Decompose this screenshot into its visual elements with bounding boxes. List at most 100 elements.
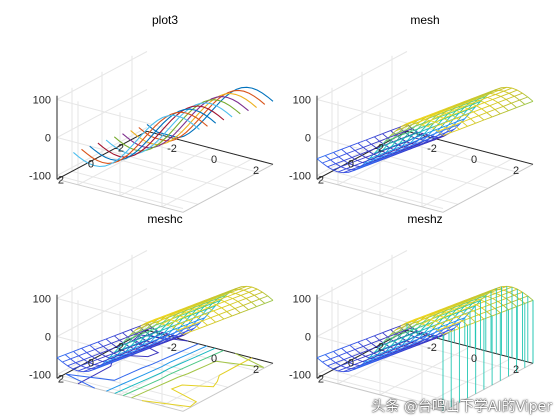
mesh-edge (167, 337, 176, 342)
contour-line (65, 343, 199, 389)
mesh-edge (484, 99, 493, 104)
mesh-edge (200, 298, 209, 303)
mesh-edge (157, 315, 166, 320)
mesh-edge (343, 157, 353, 162)
mesh-edge (379, 339, 386, 345)
mesh-edge (325, 350, 334, 356)
mesh-edge (215, 318, 225, 323)
mesh-edge (162, 316, 169, 323)
mesh-edge (365, 352, 374, 357)
contour-line (141, 357, 253, 408)
grid-line (331, 369, 459, 404)
mesh-edge (403, 131, 410, 136)
mesh-edge (498, 285, 507, 290)
mesh-edge (374, 332, 383, 337)
mesh-edge (436, 318, 443, 325)
mesh-edge (465, 99, 475, 104)
mesh-edge (517, 89, 523, 94)
mesh-edge (184, 304, 193, 309)
mesh-edge (195, 306, 205, 311)
mesh-edge (476, 105, 482, 110)
mesh-edge (156, 318, 166, 324)
mesh-edge (180, 319, 190, 324)
mesh-edge (424, 313, 434, 319)
mesh-edge (379, 140, 386, 146)
mesh-edge (386, 348, 396, 353)
mesh-edge (56, 354, 66, 359)
mesh-edge (395, 127, 405, 132)
mesh-edge (65, 350, 74, 356)
mesh-edge (456, 118, 465, 123)
mesh-edge (430, 120, 436, 123)
mesh-edge (121, 346, 131, 351)
mesh-edge (97, 355, 106, 360)
mesh-edge (114, 332, 123, 337)
mesh-edge (500, 110, 509, 115)
mesh-edge (206, 305, 216, 310)
mesh-edge (437, 131, 447, 136)
mesh-edge (508, 288, 518, 293)
mesh-edge (441, 306, 451, 311)
mesh-edge (189, 304, 198, 309)
mesh-edge (340, 362, 350, 367)
mesh-edge (91, 365, 100, 370)
mesh-edge (381, 150, 388, 154)
mesh-edge (222, 292, 231, 297)
mesh-edge (127, 333, 137, 338)
mesh-edge (416, 341, 425, 346)
mesh-edge (482, 292, 491, 297)
mesh-edge (322, 162, 328, 168)
mesh-edge (500, 92, 510, 97)
mesh-edge (226, 311, 233, 317)
mesh-edge (229, 304, 236, 309)
mesh-edge (500, 291, 510, 296)
mesh-edge (468, 96, 478, 101)
mesh-edge (267, 295, 274, 301)
mesh-edge (378, 351, 388, 356)
mesh-edge (123, 353, 132, 358)
mesh-edge (454, 106, 464, 111)
mesh-edge (503, 90, 510, 94)
mesh-edge (340, 365, 347, 369)
mesh-edge (449, 303, 459, 308)
mesh-edge (516, 103, 525, 109)
mesh-edge (422, 117, 429, 124)
mesh-edge (111, 342, 117, 348)
mesh-edge (389, 343, 399, 348)
mesh-edge (461, 102, 470, 107)
mesh-edge (464, 114, 471, 120)
mesh-edge (360, 349, 369, 354)
mesh-edge (505, 99, 512, 104)
mesh-edge (447, 110, 457, 115)
mesh-edge (378, 157, 387, 162)
mesh-edge (262, 291, 269, 297)
mesh-edge (407, 145, 417, 150)
mesh-edge (437, 330, 447, 335)
mesh-edge (384, 334, 391, 341)
mesh-edge (465, 111, 474, 116)
mesh-edge (108, 346, 117, 351)
mesh-edge (332, 166, 342, 171)
mesh-edge (431, 127, 441, 132)
mesh-edge (395, 146, 404, 151)
mesh-edge (454, 305, 464, 310)
mesh-edge (446, 308, 455, 313)
mesh-edge (395, 345, 404, 350)
mesh-edge (94, 349, 101, 354)
mesh-edge (465, 298, 475, 303)
mesh-edge (136, 336, 145, 341)
mesh-edge (492, 294, 502, 299)
mesh-edge (410, 145, 420, 150)
mesh-edge (511, 298, 520, 303)
mesh-edge (395, 330, 405, 335)
mesh-edge (264, 299, 274, 304)
mesh-edge (393, 331, 400, 338)
mesh-edge (365, 338, 372, 344)
mesh-edge (489, 105, 496, 110)
mesh-edge (422, 133, 429, 136)
mesh-edge (143, 327, 153, 332)
mesh-edge (383, 353, 392, 358)
mesh-edge (524, 299, 534, 304)
mesh-edge (398, 129, 408, 134)
mesh-edge (490, 288, 499, 293)
